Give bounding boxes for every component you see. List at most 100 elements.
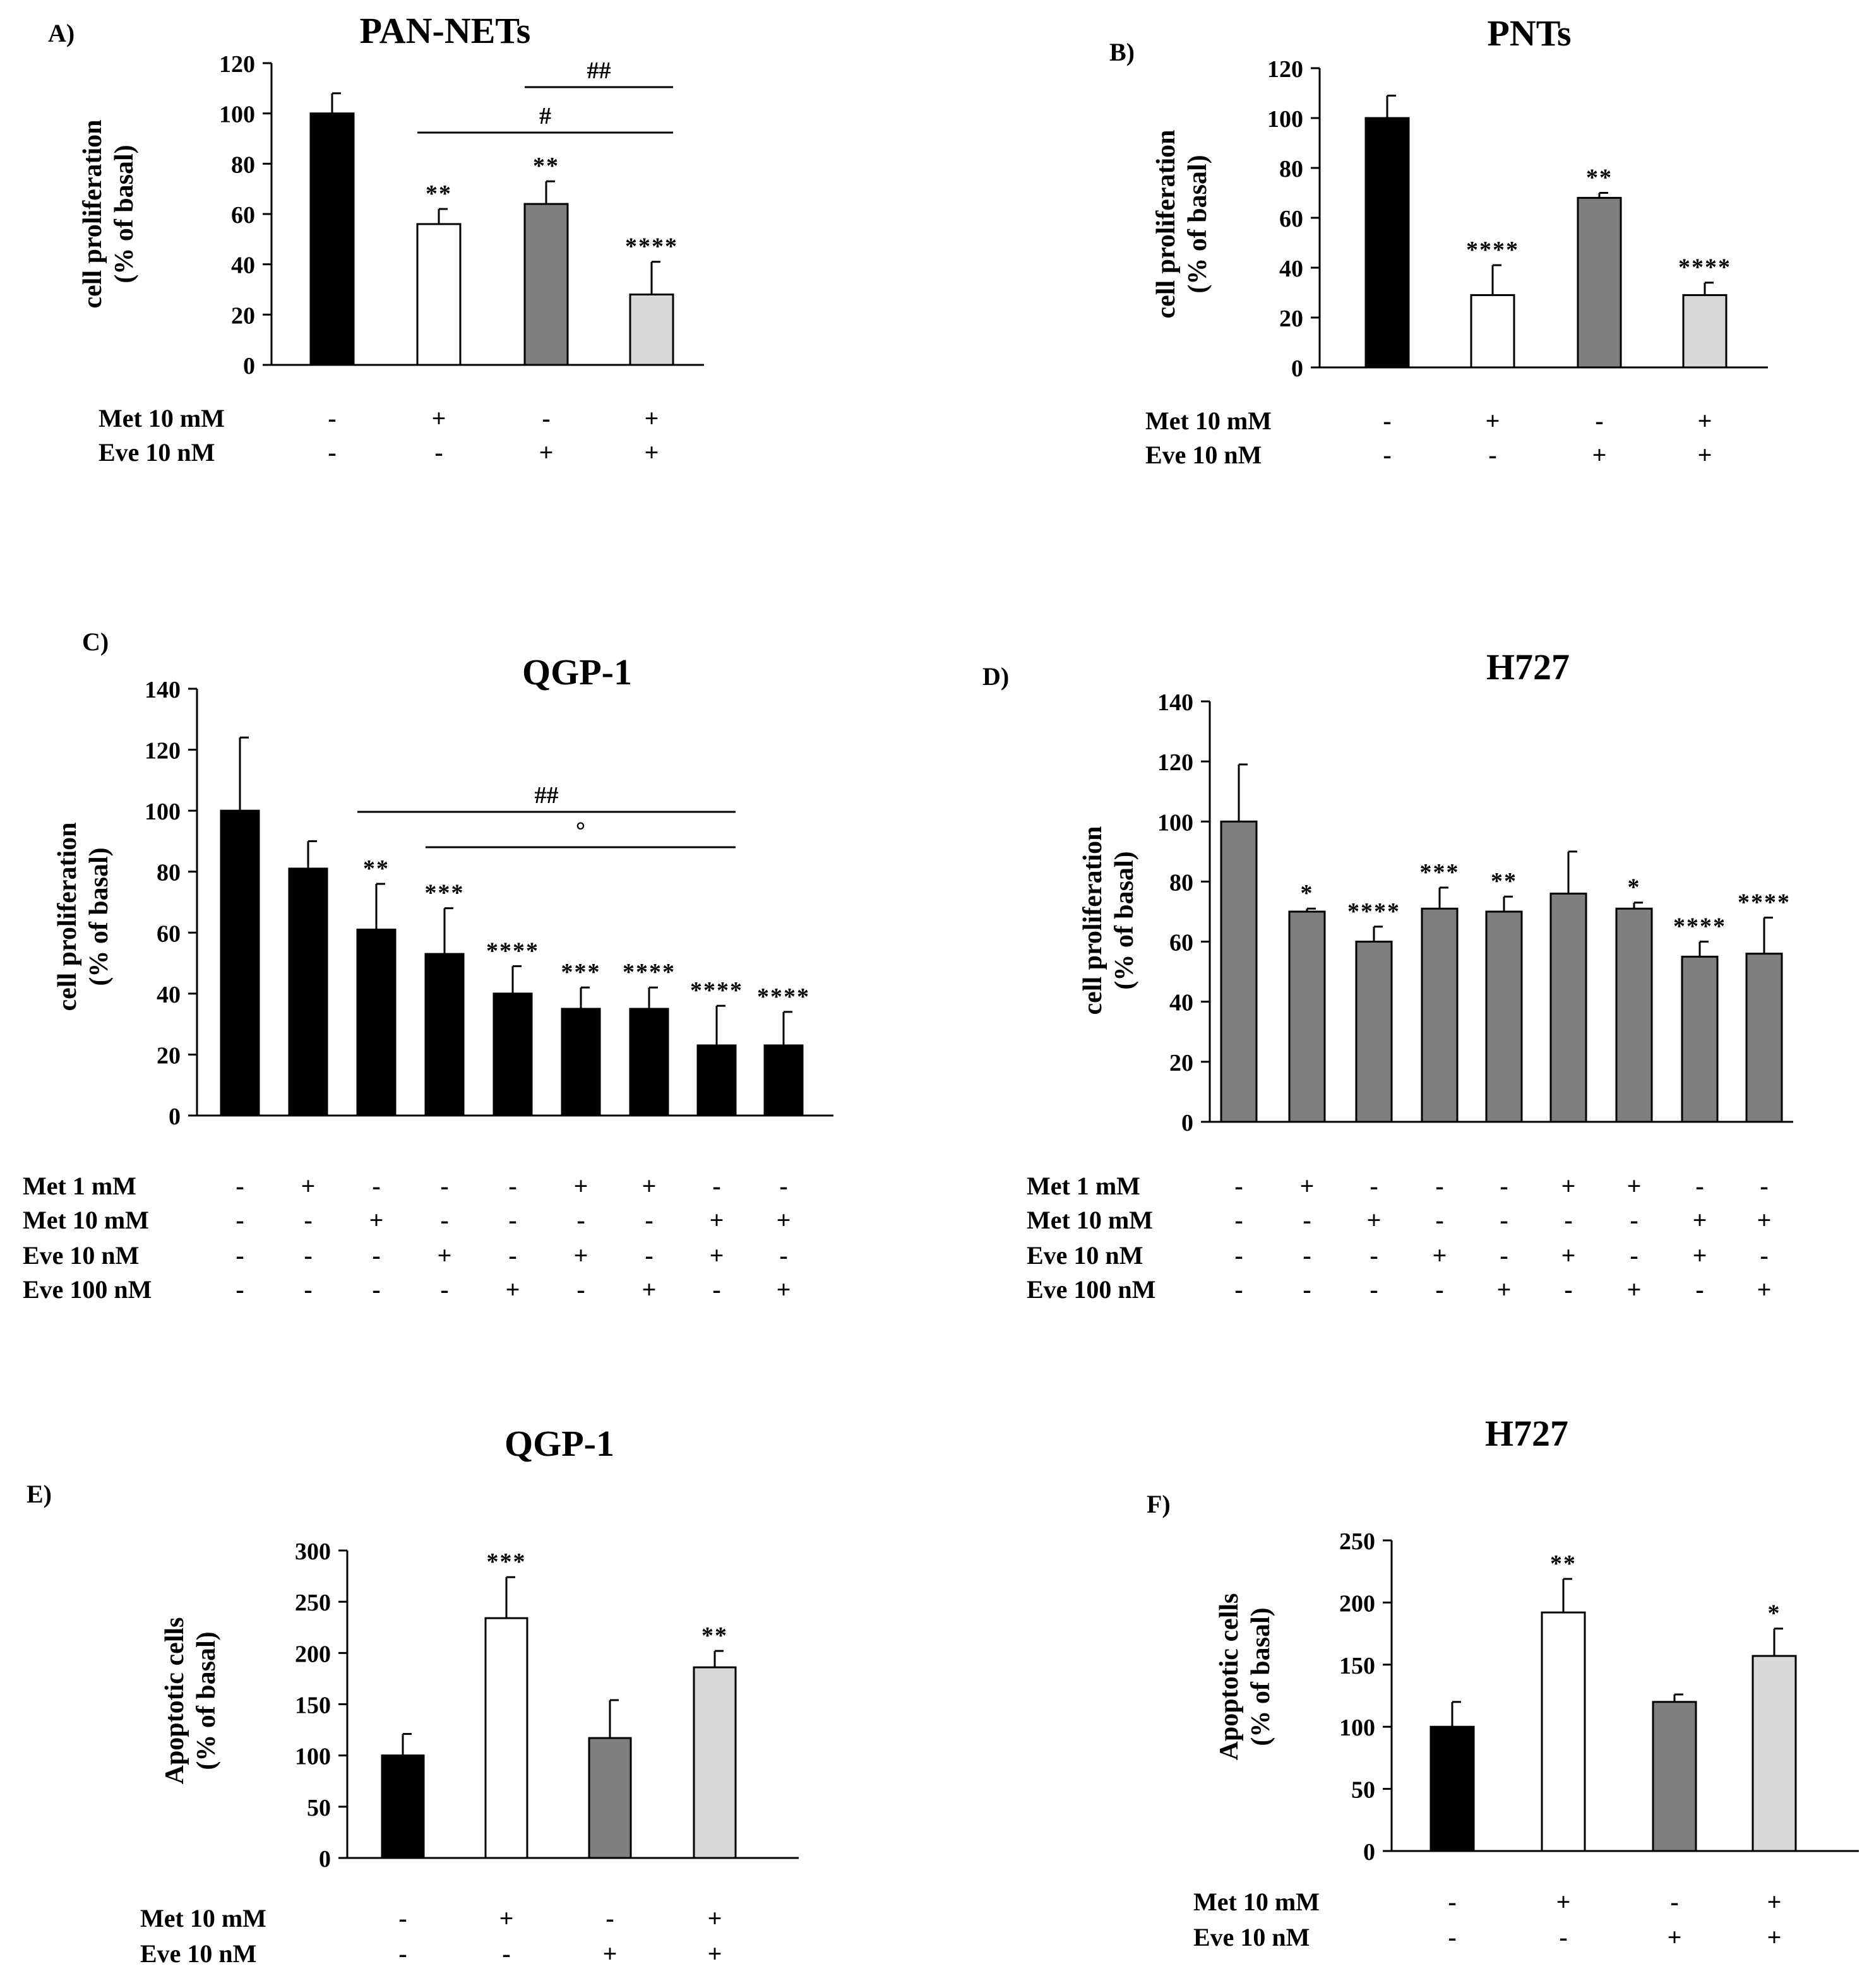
comparison-label: ## [535, 782, 559, 809]
chart-title: H727 [1485, 1413, 1568, 1454]
condition-sign: - [1234, 1206, 1243, 1234]
comparison-label: ## [587, 57, 611, 84]
condition-label: Met 10 mM [1193, 1888, 1320, 1916]
condition-sign: + [432, 404, 446, 432]
condition-sign: - [1448, 1923, 1456, 1951]
condition-sign: + [1433, 1241, 1447, 1270]
y-tick-label: 0 [1291, 355, 1303, 382]
condition-sign: + [1592, 441, 1607, 469]
condition-sign: + [708, 1904, 722, 1932]
y-axis-label-line: (% of basal) [1110, 851, 1139, 989]
condition-sign: + [539, 438, 554, 467]
bar [1682, 294, 1728, 369]
y-axis-label: Apoptotic cells(% of basal) [1215, 1593, 1275, 1761]
y-tick-label: 80 [231, 152, 255, 178]
significance-label: ** [533, 153, 559, 179]
chart-title: QGP-1 [504, 1423, 614, 1464]
condition-sign: - [328, 438, 336, 467]
condition-sign: + [642, 1172, 657, 1200]
y-axis-label: Apoptotic cells(% of basal) [160, 1617, 221, 1785]
condition-sign: - [1370, 1275, 1378, 1304]
panel-label: D) [982, 662, 1009, 691]
significance-label: * [1768, 1600, 1781, 1627]
condition-sign: - [779, 1172, 787, 1200]
significance-label: **** [1738, 890, 1791, 916]
significance-label: *** [425, 880, 465, 907]
y-tick-label: 60 [231, 202, 255, 229]
condition-sign: - [1234, 1241, 1243, 1270]
significance-label: **** [1347, 898, 1400, 925]
bar [1421, 907, 1459, 1123]
condition-sign: - [606, 1904, 614, 1932]
condition-sign: - [1488, 441, 1496, 469]
y-axis-label-line: cell proliferation [1152, 130, 1181, 319]
y-tick-label: 120 [1157, 749, 1193, 776]
condition-sign: - [1303, 1275, 1311, 1304]
condition-label: Eve 10 nM [1027, 1241, 1143, 1270]
bar [1220, 820, 1258, 1123]
significance-label: **** [1678, 254, 1731, 281]
condition-sign: - [1234, 1275, 1243, 1304]
significance-label: ** [1586, 165, 1613, 191]
y-axis-label-line: (% of basal) [85, 847, 114, 985]
chart-panel-d: D) H727 cell proliferation(% of basal) 0 20 4… [982, 646, 1793, 1304]
bar [1577, 196, 1622, 369]
bar [1485, 910, 1523, 1123]
condition-sign: - [542, 404, 550, 432]
bar [424, 953, 465, 1117]
bar [629, 1008, 669, 1117]
condition-sign: + [708, 1939, 722, 1968]
comparison-label: ° [576, 818, 585, 844]
condition-sign: - [328, 404, 336, 432]
condition-sign: - [502, 1939, 510, 1968]
chart-title: QGP-1 [522, 652, 632, 693]
significance-label: * [1628, 874, 1641, 901]
chart-title: H727 [1486, 646, 1570, 687]
y-axis-label-line: Apoptotic cells [1215, 1593, 1244, 1761]
bar [1652, 1701, 1697, 1852]
condition-sign: + [1556, 1888, 1571, 1916]
significance-label: *** [561, 959, 601, 985]
y-axis-label-line: cell proliferation [53, 823, 82, 1011]
significance-label: **** [625, 234, 678, 260]
condition-sign: + [1698, 407, 1712, 435]
y-tick-label: 120 [219, 51, 255, 78]
significance-label: **** [1673, 914, 1726, 940]
bar [1470, 294, 1515, 369]
chart-panel-f: F) H727 Apoptotic cells(% of basal) 0 50 100 1… [1147, 1413, 1859, 1951]
y-axis-label-line: (% of basal) [110, 145, 139, 283]
condition-sign: + [1757, 1275, 1772, 1304]
y-tick-label: 40 [1169, 990, 1193, 1016]
bar [356, 928, 397, 1117]
condition-sign: + [1561, 1172, 1576, 1200]
y-tick-label: 80 [1169, 869, 1193, 896]
y-tick-label: 0 [1363, 1839, 1375, 1866]
bar [1681, 955, 1719, 1123]
condition-sign: + [603, 1939, 618, 1968]
condition-sign: - [1303, 1206, 1311, 1234]
y-tick-label: 150 [295, 1693, 331, 1719]
bar [1615, 907, 1653, 1123]
y-tick-label: 0 [243, 353, 255, 379]
condition-sign: - [434, 438, 443, 467]
y-tick-label: 60 [1279, 206, 1303, 232]
condition-sign: - [1630, 1206, 1638, 1234]
condition-sign: - [236, 1206, 244, 1234]
condition-sign: + [777, 1206, 791, 1234]
condition-sign: + [369, 1206, 384, 1234]
y-tick-label: 20 [1279, 306, 1303, 332]
y-tick-label: 120 [145, 738, 181, 765]
condition-sign: - [1370, 1241, 1378, 1270]
condition-sign: + [506, 1275, 520, 1304]
y-axis-label-line: cell proliferation [1078, 826, 1107, 1015]
condition-sign: - [398, 1939, 407, 1968]
condition-sign: + [1668, 1923, 1682, 1951]
significance-label: **** [757, 984, 810, 1010]
y-tick-label: 0 [319, 1846, 331, 1872]
condition-sign: - [236, 1172, 244, 1200]
condition-sign: - [1564, 1275, 1572, 1304]
y-tick-label: 0 [1181, 1110, 1193, 1136]
condition-sign: + [1693, 1206, 1707, 1234]
y-tick-label: 20 [231, 302, 255, 329]
y-tick-label: 100 [1339, 1715, 1375, 1741]
